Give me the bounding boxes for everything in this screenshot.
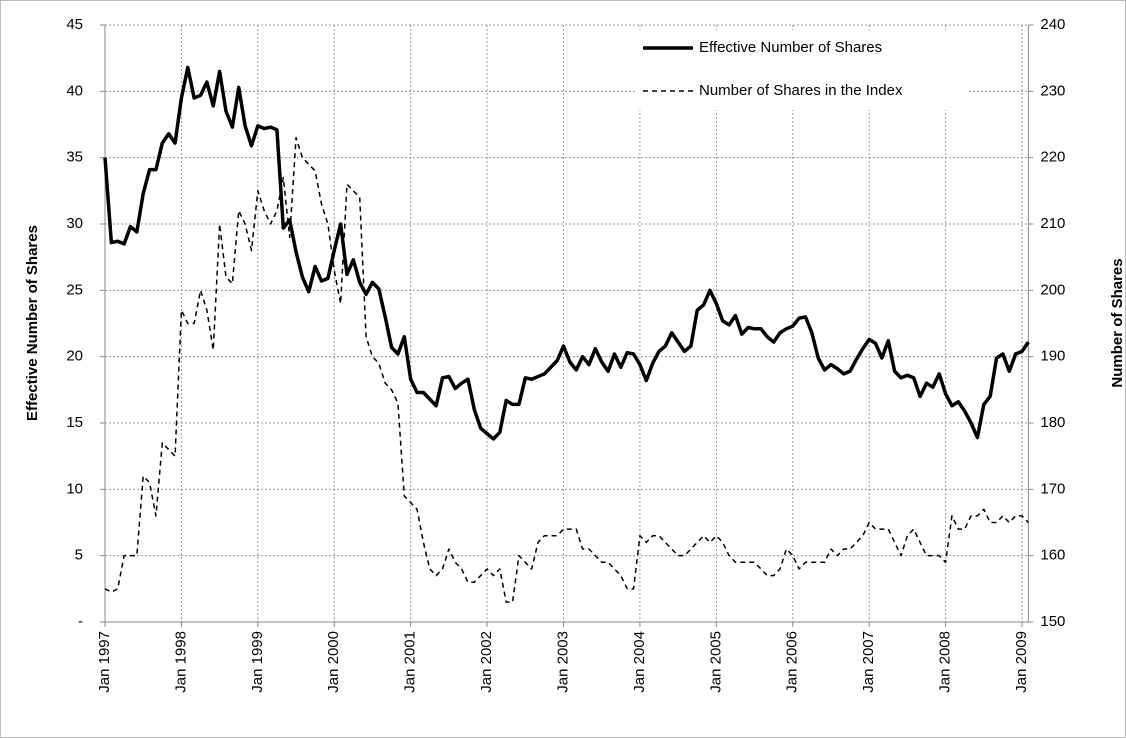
y-tick-label: 10	[66, 480, 83, 497]
y2-tick-label: 220	[1040, 149, 1065, 166]
y-tick-label: 15	[66, 414, 83, 431]
y-tick-label: 45	[66, 16, 83, 33]
x-tick-label: Jan 2003	[554, 631, 571, 693]
series-line	[104, 137, 1029, 603]
y2-tick-label: 180	[1040, 414, 1065, 431]
x-tick-label: Jan 1997	[96, 631, 113, 693]
y2-tick-label: 170	[1040, 480, 1065, 497]
y-tick-label: 35	[66, 149, 83, 166]
y2-tick-label: 230	[1040, 82, 1065, 99]
legend-box	[637, 30, 967, 110]
y2-tick-label: 150	[1040, 613, 1065, 630]
y-tick-label: 30	[66, 215, 83, 232]
x-tick-label: Jan 2006	[784, 631, 801, 693]
x-tick-label: Jan 2002	[478, 631, 495, 693]
x-tick-label: Jan 2007	[860, 631, 877, 693]
y2-tick-label: 210	[1040, 215, 1065, 232]
x-tick-label: Jan 2000	[325, 631, 342, 693]
y-axis-title: Effective Number of Shares	[24, 225, 41, 421]
y-tick-label: 5	[75, 547, 83, 564]
x-tick-label: Jan 2004	[631, 631, 648, 693]
x-tick-label: Jan 2009	[1013, 631, 1030, 693]
y2-tick-label: 160	[1040, 547, 1065, 564]
y-tick-label: 40	[66, 82, 83, 99]
series-line	[103, 65, 1030, 441]
y-tick-label: 20	[66, 348, 83, 365]
x-tick-label: Jan 2005	[707, 631, 724, 693]
x-tick-label: Jan 2001	[402, 631, 419, 693]
x-tick-label: Jan 1999	[249, 631, 266, 693]
y2-axis-title: Number of Shares	[1109, 258, 1126, 387]
y-tick-label: 25	[66, 281, 83, 298]
y2-tick-label: 190	[1040, 348, 1065, 365]
y-tick-label: -	[78, 613, 83, 630]
y2-tick-label: 240	[1040, 16, 1065, 33]
legend-label: Number of Shares in the Index	[699, 82, 903, 99]
y2-tick-label: 200	[1040, 281, 1065, 298]
legend-label: Effective Number of Shares	[699, 39, 882, 56]
x-tick-label: Jan 2008	[937, 631, 954, 693]
x-tick-label: Jan 1998	[172, 631, 189, 693]
